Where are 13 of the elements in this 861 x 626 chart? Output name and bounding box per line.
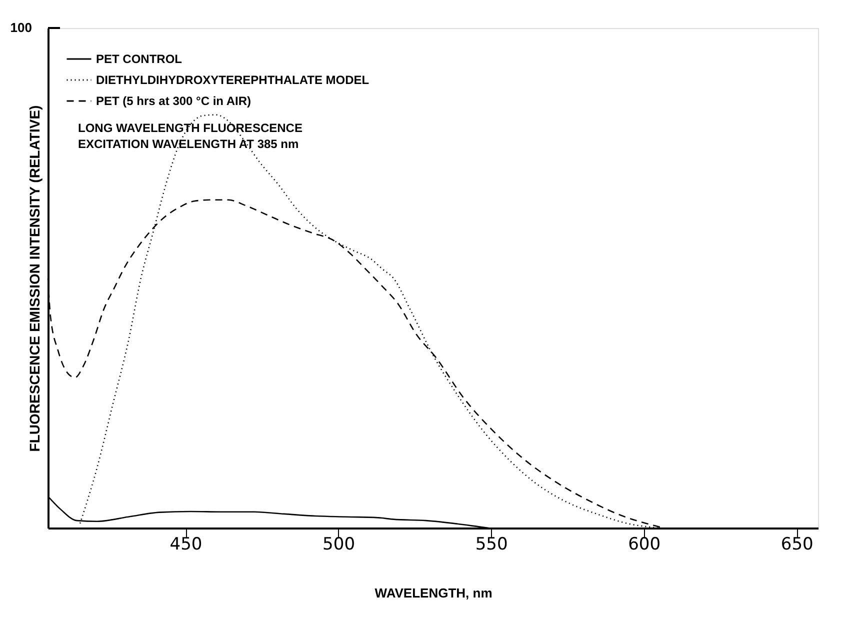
x-axis-title: WAVELENGTH, nm <box>374 586 492 600</box>
y-axis-title: FLUORESCENCE EMISSION INTENSITY (RELATIVE) <box>26 105 42 452</box>
text: 100 <box>10 20 32 35</box>
x-tick-label: 650 <box>780 534 814 554</box>
legend-label: DIETHYLDIHYDROXYTEREPHTHALATE MODEL <box>96 73 370 87</box>
x-tick-label: 500 <box>322 534 356 554</box>
legend-label: PET CONTROL <box>96 52 182 66</box>
annotation: EXCITATION WAVELENGTH AT 385 nm <box>78 137 299 151</box>
x-tick-label: 450 <box>170 534 202 554</box>
x-tick-label: 550 <box>475 534 508 554</box>
x-tick-label: 600 <box>628 534 661 554</box>
legend-label: PET (5 hrs at 300 °C in AIR) <box>96 94 252 108</box>
annotation: LONG WAVELENGTH FLUORESCENCE <box>78 121 302 135</box>
